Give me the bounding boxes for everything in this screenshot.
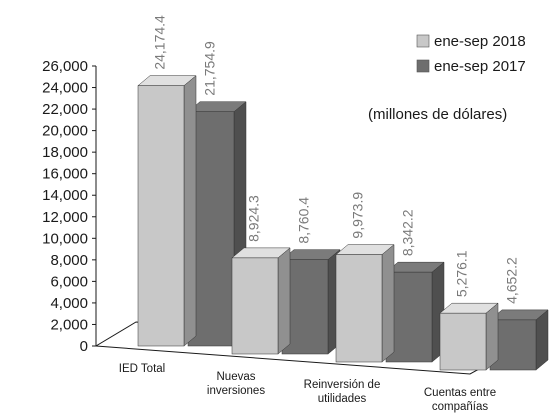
bar-side	[183, 75, 197, 347]
bar-ene-sep-2017-1	[281, 249, 341, 355]
legend-swatch	[416, 34, 430, 48]
y-tick-label: 22,000	[42, 101, 88, 118]
y-tick-label: 2,000	[50, 316, 88, 333]
bar-ene-sep-2017-3	[489, 309, 549, 371]
data-label: 21,754.9	[202, 41, 218, 96]
x-axis: IED Total Nuevas inversiones Reinversión de…	[119, 363, 496, 413]
x-tick-label: Nuevas	[217, 371, 256, 383]
legend: ene-sep 2018 ene-sep 2017	[416, 33, 526, 75]
legend-label: ene-sep 2017	[434, 58, 526, 75]
x-tick-label: Cuentas entre	[424, 387, 496, 399]
data-labels: 24,174.4 8,924.3 9,973.9 5,276.1 21,754.9 8,7…	[152, 15, 520, 304]
y-tick-label: 8,000	[50, 252, 88, 269]
x-tick-label: utilidades	[318, 393, 367, 405]
data-label: 8,342.2	[400, 209, 416, 256]
units-note: (millones de dólares)	[368, 106, 507, 123]
data-label: 4,652.2	[504, 257, 520, 304]
y-tick-label: 18,000	[42, 144, 88, 161]
data-label: 8,760.4	[296, 197, 312, 244]
x-tick-label: compañías	[432, 401, 489, 413]
bar-front	[335, 254, 383, 363]
data-label: 9,973.9	[350, 192, 366, 239]
y-tick-label: 20,000	[42, 123, 88, 140]
y-tick-label: 14,000	[42, 187, 88, 204]
bars	[137, 75, 549, 371]
bar-ene-sep-2018-1	[231, 247, 291, 355]
legend-swatch	[416, 59, 430, 73]
y-tick-label: 12,000	[42, 209, 88, 226]
x-tick-label: IED Total	[119, 363, 165, 375]
legend-label: ene-sep 2018	[434, 33, 526, 50]
bar-side	[485, 302, 499, 371]
bar-front	[439, 312, 487, 371]
y-axis: 0 2,000 4,000 6,000 8,000 10,000 12,000 14,000 1…	[42, 58, 97, 355]
data-label: 5,276.1	[454, 250, 470, 297]
data-label: 24,174.4	[152, 15, 168, 70]
y-tick-label: 26,000	[42, 58, 88, 75]
bar-ene-sep-2018-3	[439, 302, 499, 371]
y-tick-label: 10,000	[42, 230, 88, 247]
bar-ene-sep-2018-0	[137, 75, 197, 347]
bar-side	[277, 247, 291, 355]
bar-front	[137, 85, 185, 347]
x-tick-label: inversiones	[207, 385, 265, 397]
data-label: 8,924.3	[246, 195, 262, 242]
bar-side	[535, 309, 549, 371]
bar-ene-sep-2017-2	[385, 261, 445, 363]
bar-front	[231, 257, 279, 355]
y-tick-label: 6,000	[50, 273, 88, 290]
y-tick-label: 24,000	[42, 80, 88, 97]
y-tick-label: 4,000	[50, 295, 88, 312]
y-tick-label: 16,000	[42, 166, 88, 183]
x-tick-label: Reinversión de	[304, 379, 381, 391]
bar-side	[381, 244, 395, 363]
bar-ene-sep-2018-2	[335, 244, 395, 363]
y-tick-label: 0	[80, 338, 88, 355]
